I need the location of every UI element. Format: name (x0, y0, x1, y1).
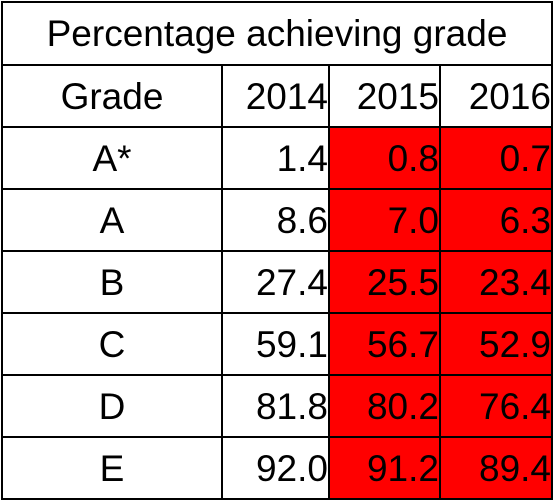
table-row: D 81.8 80.2 76.4 (1, 374, 554, 438)
value-cell-2016: 52.9 (438, 312, 554, 376)
column-header-grade: Grade (1, 64, 223, 128)
grade-cell: C (1, 312, 223, 376)
grade-cell: D (1, 374, 223, 438)
value-cell-2015: 80.2 (328, 374, 441, 438)
value-cell-2015: 7.0 (328, 188, 441, 252)
grade-cell: E (1, 436, 223, 500)
value-cell-2014: 27.4 (221, 250, 330, 314)
value-cell-2014: 59.1 (221, 312, 330, 376)
value-cell-2014: 92.0 (221, 436, 330, 500)
grade-cell: B (1, 250, 223, 314)
header-row: Grade 2014 2015 2016 (1, 64, 554, 128)
value-cell-2015: 91.2 (328, 436, 441, 500)
table-row: A* 1.4 0.8 0.7 (1, 126, 554, 190)
title-row: Percentage achieving grade (0, 1, 554, 66)
grade-cell: A (1, 188, 223, 252)
table-row: B 27.4 25.5 23.4 (1, 250, 554, 314)
value-cell-2016: 23.4 (438, 250, 554, 314)
value-cell-2016: 76.4 (438, 374, 554, 438)
value-cell-2015: 25.5 (328, 250, 441, 314)
column-header-2015: 2015 (328, 64, 441, 128)
table-title: Percentage achieving grade (0, 1, 554, 66)
table-row: C 59.1 56.7 52.9 (1, 312, 554, 376)
value-cell-2014: 1.4 (221, 126, 330, 190)
column-header-2016: 2016 (438, 64, 554, 128)
value-cell-2015: 56.7 (328, 312, 441, 376)
value-cell-2014: 81.8 (221, 374, 330, 438)
value-cell-2016: 0.7 (438, 126, 554, 190)
value-cell-2015: 0.8 (328, 126, 441, 190)
table-row: E 92.0 91.2 89.4 (1, 436, 554, 500)
value-cell-2014: 8.6 (221, 188, 330, 252)
table-row: A 8.6 7.0 6.3 (1, 188, 554, 252)
value-cell-2016: 89.4 (438, 436, 554, 500)
value-cell-2016: 6.3 (438, 188, 554, 252)
column-header-2014: 2014 (221, 64, 330, 128)
grade-cell: A* (1, 126, 223, 190)
